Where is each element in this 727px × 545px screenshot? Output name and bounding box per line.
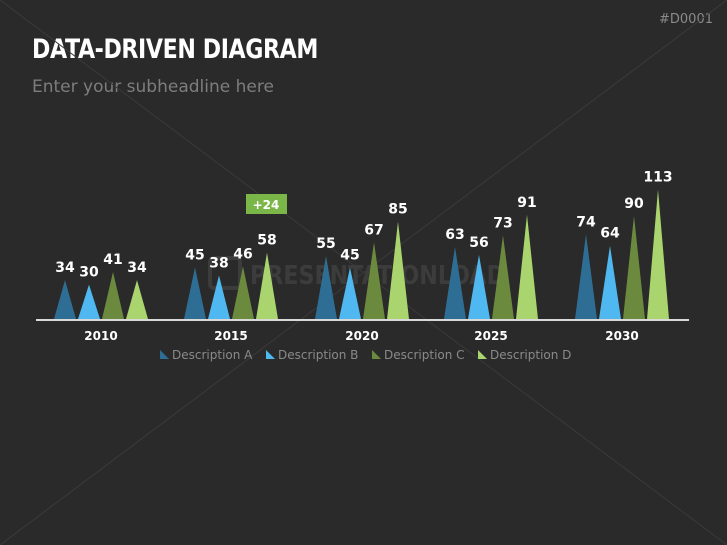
bar-description-b-2030 bbox=[599, 245, 621, 319]
legend-marker-description-a bbox=[160, 350, 169, 359]
bar-description-c-2015 bbox=[232, 266, 254, 319]
legend-label-description-d: Description D bbox=[490, 348, 571, 362]
bar-description-b-2015 bbox=[208, 275, 230, 319]
data-label-description-d-2020: 85 bbox=[388, 202, 407, 218]
data-label-description-a-2030: 74 bbox=[576, 214, 596, 230]
bar-description-a-2010 bbox=[54, 280, 76, 319]
bar-description-b-2020 bbox=[339, 267, 361, 319]
legend-marker-description-b bbox=[266, 350, 275, 359]
x-tick-2010: 2010 bbox=[84, 329, 117, 343]
legend-marker-description-c bbox=[372, 350, 381, 359]
data-label-description-d-2025: 91 bbox=[517, 195, 536, 211]
data-label-description-c-2030: 90 bbox=[624, 196, 644, 212]
bar-description-a-2030 bbox=[575, 234, 597, 319]
legend-marker-description-d bbox=[478, 350, 487, 359]
data-label-description-c-2015: 46 bbox=[233, 246, 252, 262]
callout-label-2015: +24 bbox=[253, 198, 280, 212]
callout-box-2015 bbox=[246, 194, 287, 214]
page-id: #D0001 bbox=[659, 12, 713, 27]
bar-description-c-2030 bbox=[623, 215, 645, 319]
data-label-description-c-2010: 41 bbox=[103, 252, 122, 268]
bar-description-a-2025 bbox=[444, 246, 466, 319]
x-tick-2030: 2030 bbox=[605, 329, 638, 343]
legend: Description A Description B Description C D… bbox=[160, 348, 571, 362]
bar-description-a-2020 bbox=[315, 256, 337, 319]
bar-description-a-2015 bbox=[184, 267, 206, 319]
data-label-description-b-2025: 56 bbox=[469, 235, 488, 251]
x-tick-2020: 2020 bbox=[345, 329, 378, 343]
data-label-description-a-2025: 63 bbox=[445, 227, 464, 243]
data-label-description-c-2025: 73 bbox=[493, 215, 512, 231]
bar-description-d-2025 bbox=[516, 214, 538, 319]
bar-description-c-2020 bbox=[363, 242, 385, 319]
data-label-description-a-2010: 34 bbox=[55, 260, 75, 276]
data-label-description-d-2030: 113 bbox=[643, 170, 672, 186]
data-label-description-b-2020: 45 bbox=[340, 247, 359, 263]
legend-label-description-b: Description B bbox=[278, 348, 358, 362]
bar-description-c-2025 bbox=[492, 235, 514, 319]
x-tick-2015: 2015 bbox=[214, 329, 247, 343]
page-subtitle: Enter your subheadline here bbox=[32, 77, 274, 97]
bar-description-d-2010 bbox=[126, 280, 148, 319]
data-label-description-d-2010: 34 bbox=[127, 260, 147, 276]
data-label-description-c-2020: 67 bbox=[364, 222, 383, 238]
bar-description-c-2010 bbox=[102, 272, 124, 319]
legend-label-description-a: Description A bbox=[172, 348, 253, 362]
x-tick-2025: 2025 bbox=[474, 329, 507, 343]
bar-description-b-2025 bbox=[468, 254, 490, 319]
data-label-description-d-2015: 58 bbox=[257, 233, 276, 249]
bar-description-b-2010 bbox=[78, 284, 100, 319]
legend-label-description-c: Description C bbox=[384, 348, 465, 362]
bar-description-d-2030 bbox=[647, 189, 669, 319]
x-axis-ticks: 2010 2015 2020 2025 2030 bbox=[84, 329, 638, 343]
data-label-description-a-2015: 45 bbox=[185, 247, 204, 263]
watermark-logo-icon bbox=[208, 256, 242, 290]
bar-description-d-2020 bbox=[387, 221, 409, 319]
bar-description-d-2015 bbox=[256, 252, 278, 319]
data-label-description-b-2030: 64 bbox=[600, 226, 620, 242]
data-label-description-a-2020: 55 bbox=[316, 236, 335, 252]
annotations: +24 bbox=[246, 194, 287, 214]
data-label-description-b-2015: 38 bbox=[209, 255, 228, 271]
data-label-description-b-2010: 30 bbox=[79, 265, 99, 281]
